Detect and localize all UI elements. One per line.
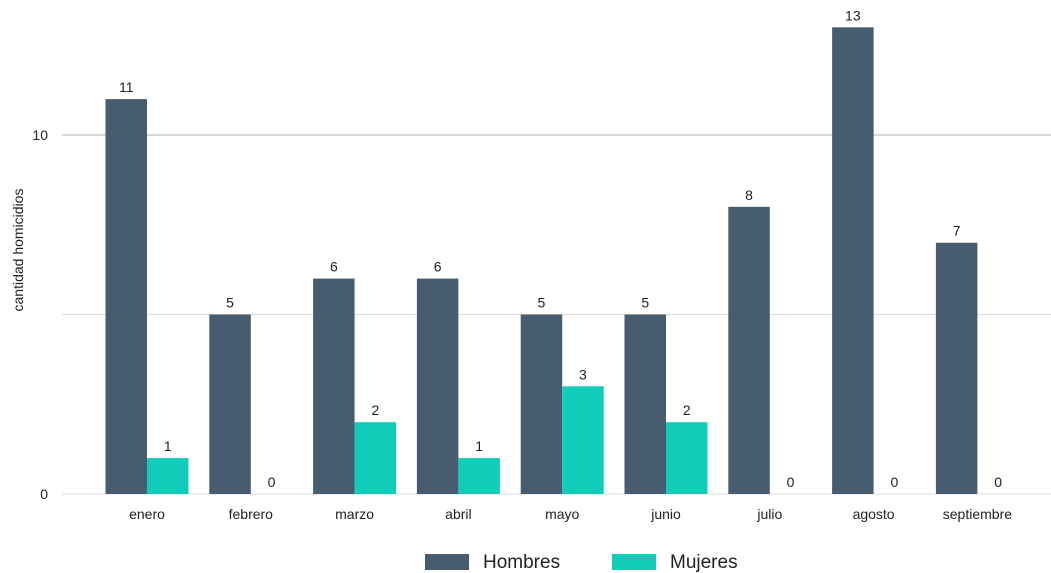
data-label: 0 (890, 474, 898, 490)
data-label: 7 (953, 223, 961, 239)
x-tick-label: febrero (229, 506, 274, 522)
y-axis-label: cantidad homicidios (10, 189, 26, 312)
y-tick-label: 0 (40, 486, 48, 502)
bar-mujeres (147, 458, 189, 494)
legend-swatch (612, 554, 656, 570)
bar-mujeres (562, 386, 604, 494)
data-label: 8 (745, 187, 753, 203)
bar-hombres (624, 314, 666, 494)
legend: Hombres Mujeres (425, 552, 738, 573)
data-label: 2 (371, 402, 379, 418)
x-tick-label: septiembre (943, 506, 1012, 522)
bar-mujeres (458, 458, 500, 494)
data-label: 2 (683, 402, 691, 418)
x-tick-label: agosto (853, 506, 895, 522)
x-axis-categories: enero febrero marzo abril mayo junio julio agos… (129, 506, 1012, 522)
data-label: 5 (226, 295, 234, 311)
x-tick-label: mayo (545, 506, 579, 522)
bar-hombres (832, 27, 874, 495)
bar-hombres (209, 314, 251, 494)
y-axis-ticks: 0 10 (32, 127, 48, 502)
bar-hombres (416, 278, 459, 494)
data-label: 1 (475, 438, 483, 454)
data-label: 5 (641, 295, 649, 311)
bar-mujeres (666, 422, 708, 494)
bars (105, 27, 978, 495)
data-label: 6 (330, 259, 338, 275)
data-label: 13 (845, 7, 861, 23)
data-label: 0 (268, 474, 276, 490)
bar-hombres (935, 242, 978, 494)
bar-hombres (728, 206, 770, 495)
legend-label: Hombres (483, 552, 560, 573)
x-tick-label: enero (129, 506, 165, 522)
legend-swatch (425, 554, 469, 570)
data-label: 0 (994, 474, 1002, 490)
x-tick-label: marzo (335, 506, 374, 522)
data-label: 3 (579, 366, 587, 382)
legend-label: Mujeres (670, 552, 738, 573)
bar-hombres (520, 314, 563, 494)
data-label: 5 (538, 295, 546, 311)
x-tick-label: junio (650, 506, 681, 522)
bar-hombres (105, 99, 147, 494)
bar-hombres (313, 278, 355, 494)
data-label: 6 (434, 259, 442, 275)
x-tick-label: julio (756, 506, 782, 522)
data-label: 0 (787, 474, 795, 490)
x-tick-label: abril (445, 506, 471, 522)
data-label: 11 (119, 79, 134, 95)
y-tick-label: 10 (32, 127, 48, 143)
bar-mujeres (354, 422, 397, 494)
data-label: 1 (164, 438, 172, 454)
